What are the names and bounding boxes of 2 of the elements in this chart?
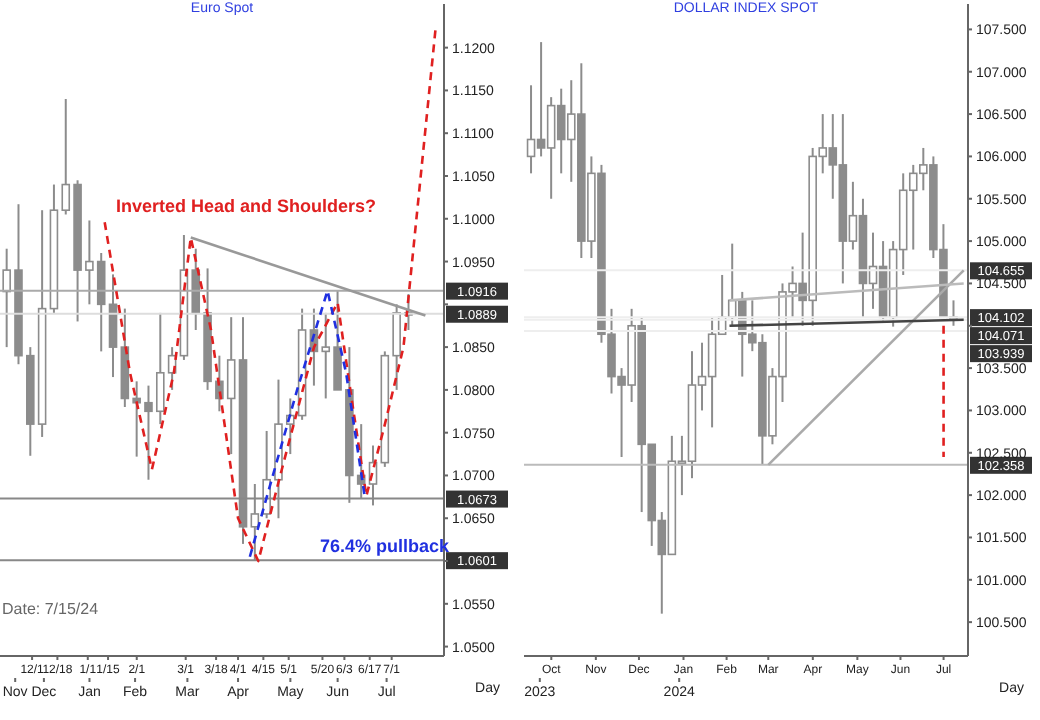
- annotation: Date: 7/15/24: [2, 600, 99, 618]
- annotation: Inverted Head and Shoulders?: [116, 196, 377, 216]
